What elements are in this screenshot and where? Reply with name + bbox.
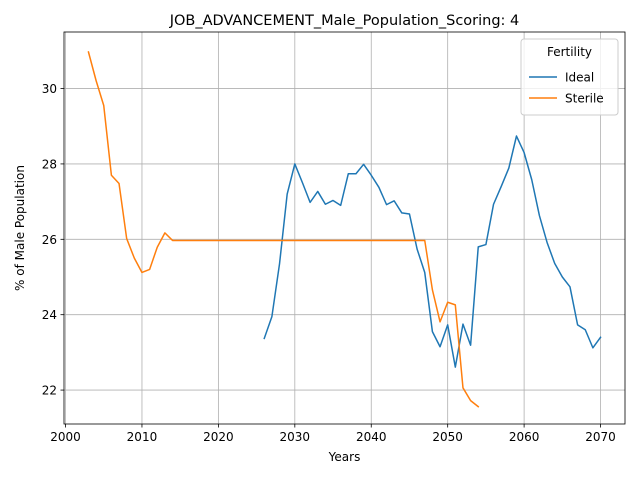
chart-title: JOB_ADVANCEMENT_Male_Population_Scoring:… [169, 13, 520, 29]
y-tick-label: 26 [42, 233, 57, 247]
x-tick-label: 2010 [127, 430, 158, 444]
y-tick-label: 28 [42, 157, 57, 171]
x-axis-label: Years [328, 450, 361, 464]
x-tick-label: 2040 [356, 430, 387, 444]
x-tick-label: 2020 [203, 430, 234, 444]
x-tick-label: 2050 [432, 430, 463, 444]
x-tick-label: 2030 [280, 430, 311, 444]
y-tick-label: 24 [42, 308, 57, 322]
x-tick-label: 2000 [50, 430, 81, 444]
x-tick-label: 2060 [509, 430, 540, 444]
series-line-ideal [264, 136, 600, 367]
y-tick-label: 30 [42, 82, 57, 96]
x-tick-label: 2070 [585, 430, 616, 444]
y-tick-label: 22 [42, 384, 57, 398]
legend: Fertility Ideal Sterile [521, 39, 618, 115]
y-axis-label: % of Male Population [13, 165, 27, 291]
legend-title: Fertility [547, 45, 592, 59]
legend-label-sterile: Sterile [565, 92, 604, 106]
legend-label-ideal: Ideal [565, 71, 594, 85]
